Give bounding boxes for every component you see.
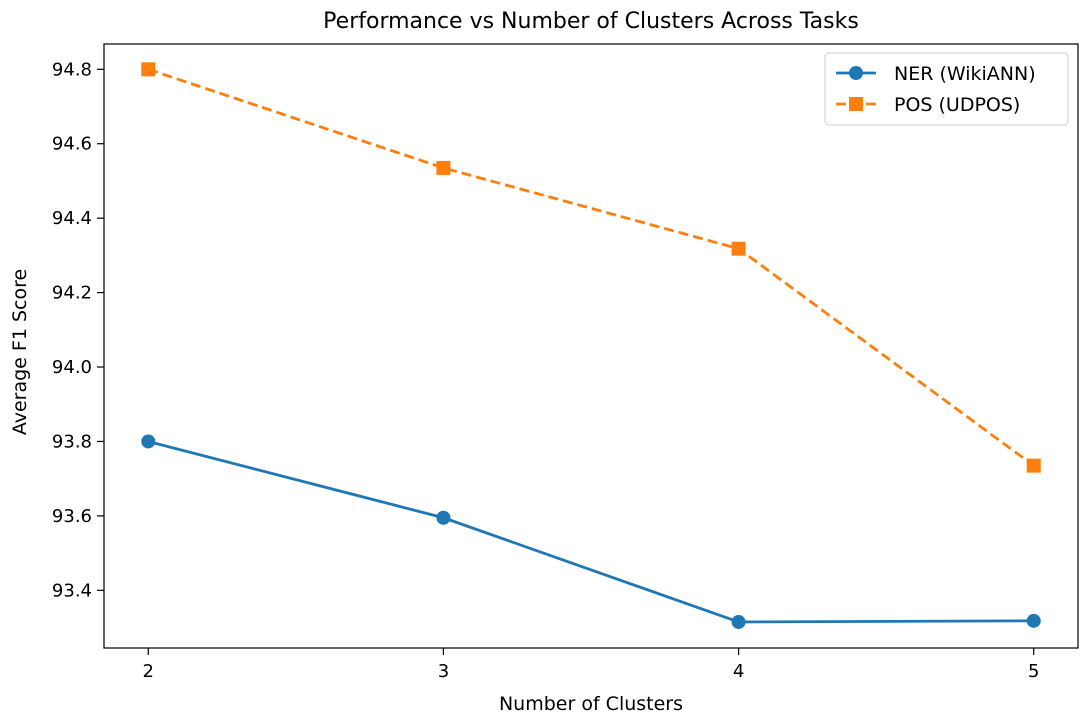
data-point xyxy=(731,241,746,256)
series-line-1 xyxy=(147,67,1035,467)
y-tick-label: 93.6 xyxy=(52,506,92,527)
series-line-0 xyxy=(147,440,1034,624)
y-tick-label: 94.0 xyxy=(52,357,92,378)
x-tick-label: 5 xyxy=(1028,661,1039,682)
y-tick-label: 93.8 xyxy=(52,431,92,452)
x-tick-label: 3 xyxy=(438,661,449,682)
data-point xyxy=(141,62,156,77)
axes-frame xyxy=(103,43,1079,649)
data-point xyxy=(1026,458,1041,473)
y-tick-label: 94.8 xyxy=(52,59,92,80)
legend: NER (WikiANN) POS (UDPOS) xyxy=(824,52,1069,126)
y-tick-label: 94.4 xyxy=(52,208,92,229)
legend-box xyxy=(824,52,1069,126)
x-tick-label: 4 xyxy=(733,661,744,682)
y-tick-label: 93.4 xyxy=(52,580,92,601)
data-point xyxy=(436,160,451,175)
plot-area: 2 3 4 5 93.4 93.6 93.8 94.0 94.2 94.4 94.6 94.8 xyxy=(52,43,1079,682)
y-axis-label: Average F1 Score xyxy=(9,269,31,435)
legend-marker-0 xyxy=(849,66,863,80)
legend-marker-1 xyxy=(849,97,863,111)
y-tick-label: 94.6 xyxy=(52,134,92,155)
data-point xyxy=(436,510,451,525)
legend-label-0: NER (WikiANN) xyxy=(894,63,1036,85)
x-axis-label: Number of Clusters xyxy=(499,693,683,715)
data-point xyxy=(731,614,746,629)
data-point xyxy=(141,434,156,449)
legend-label-1: POS (UDPOS) xyxy=(894,94,1020,116)
x-tick-label: 2 xyxy=(143,661,154,682)
chart-title: Performance vs Number of Clusters Across… xyxy=(323,9,859,34)
y-tick-label: 94.2 xyxy=(52,283,92,304)
data-point xyxy=(1026,613,1041,628)
